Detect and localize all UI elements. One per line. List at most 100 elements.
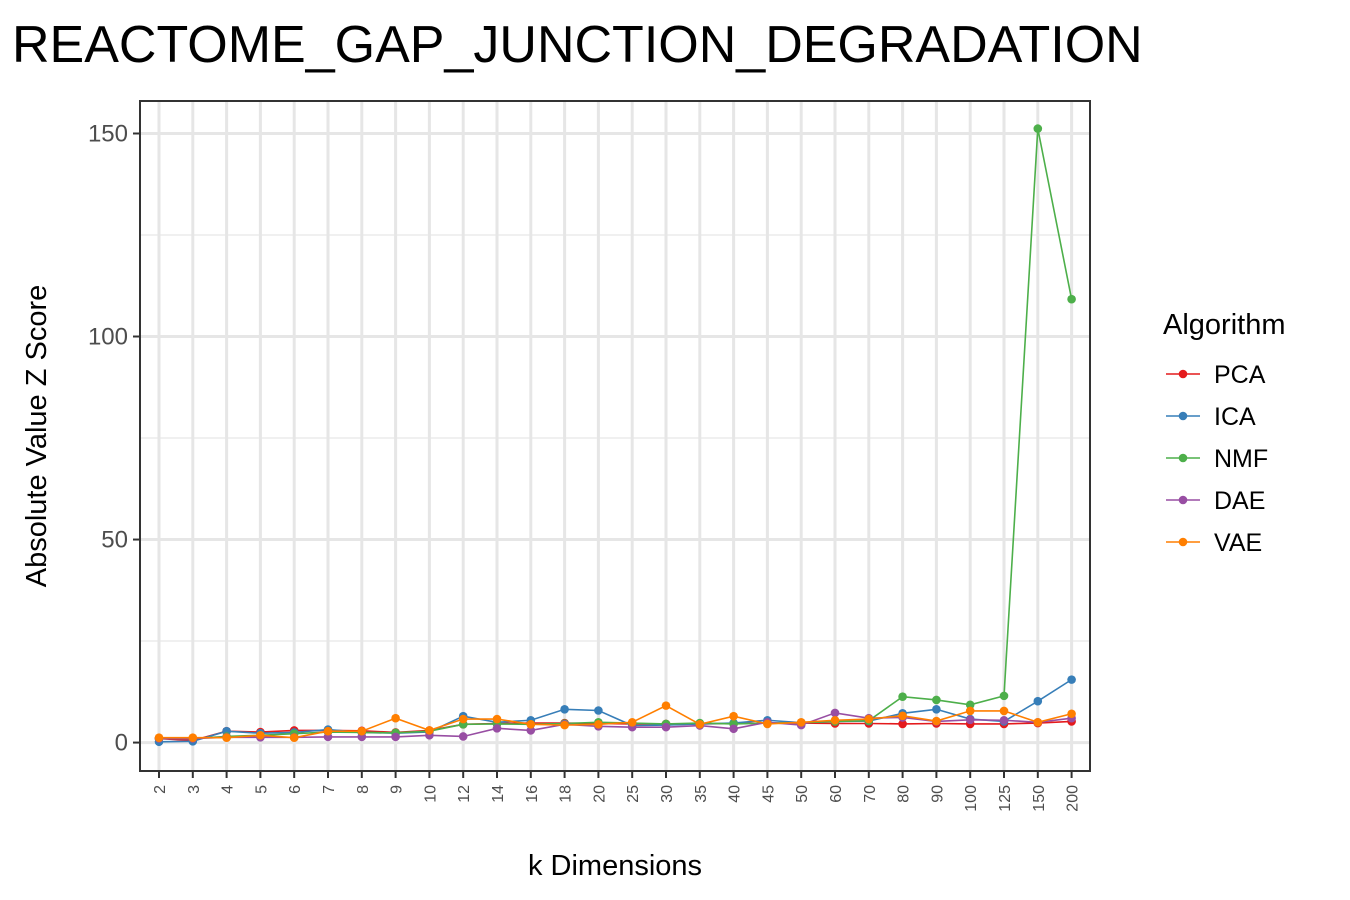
y-tick-label: 100: [88, 324, 128, 351]
legend-title: Algorithm: [1163, 309, 1286, 341]
x-tick-label: 150: [1031, 785, 1048, 812]
legend-key-point-vae: [1178, 537, 1188, 547]
x-tick-label: 2: [152, 785, 169, 794]
data-point-vae: [932, 716, 941, 726]
y-axis-title: Absolute Value Z Score: [21, 285, 53, 588]
data-point-vae: [729, 711, 738, 721]
legend-label-dae: DAE: [1214, 487, 1265, 515]
chart-title: REACTOME_GAP_JUNCTION_DEGRADATION: [12, 16, 1143, 74]
data-point-dae: [661, 722, 671, 732]
y-axis: 0 50 100 150: [88, 120, 140, 757]
data-point-ica: [560, 704, 569, 714]
data-point-nmf: [999, 691, 1009, 701]
x-tick-label: 6: [287, 785, 304, 794]
x-tick-label: 25: [625, 785, 642, 803]
legend-label-vae: VAE: [1214, 529, 1262, 557]
x-tick-label: 40: [727, 785, 744, 803]
data-point-dae: [965, 715, 975, 725]
data-point-vae: [526, 720, 536, 729]
data-point-vae: [830, 715, 840, 725]
data-point-vae: [492, 714, 502, 724]
data-point-ica: [932, 704, 941, 714]
legend: Algorithm PCA ICA NMF DAE VAE: [1163, 309, 1286, 557]
data-point-vae: [256, 730, 265, 740]
data-point-vae: [965, 706, 975, 716]
x-tick-label: 12: [456, 785, 473, 803]
data-point-vae: [458, 714, 468, 724]
data-point-vae: [222, 733, 231, 743]
legend-label-nmf: NMF: [1214, 445, 1268, 473]
x-tick-label: 10: [422, 785, 439, 803]
x-tick-label: 90: [929, 785, 946, 803]
data-point-vae: [323, 726, 333, 736]
data-point-vae: [796, 717, 806, 727]
data-point-vae: [661, 701, 671, 710]
data-point-vae: [695, 720, 705, 729]
data-point-nmf: [1067, 294, 1076, 304]
x-tick-label: 125: [997, 785, 1014, 812]
x-tick-label: 60: [828, 785, 845, 803]
data-point-vae: [154, 733, 164, 743]
x-tick-label: 5: [253, 785, 270, 794]
x-tick-label: 35: [693, 785, 710, 803]
data-point-vae: [594, 720, 603, 729]
data-point-dae: [492, 724, 502, 733]
x-tick-label: 18: [558, 785, 575, 803]
legend-label-pca: PCA: [1214, 361, 1266, 389]
legend-label-ica: ICA: [1214, 403, 1256, 431]
x-tick-label: 7: [321, 785, 338, 794]
y-tick-label: 50: [101, 527, 128, 554]
data-point-nmf: [1033, 124, 1043, 133]
x-tick-label: 9: [389, 785, 406, 794]
x-axis: 2 3 4 5 6 7 8 9 10 12 14 16 18 20 25 30 35 40 45 50 60 70 80 90…: [152, 771, 1082, 812]
x-tick-label: 30: [659, 785, 676, 803]
data-point-pca: [898, 719, 907, 729]
data-point-dae: [458, 732, 468, 741]
x-tick-label: 100: [963, 785, 980, 812]
x-tick-label: 200: [1065, 785, 1082, 812]
data-point-nmf: [898, 692, 907, 701]
data-point-nmf: [932, 695, 941, 705]
data-point-vae: [999, 706, 1009, 716]
y-tick-label: 0: [115, 730, 128, 757]
series-line-vae: [159, 704, 1072, 739]
data-point-vae: [864, 714, 874, 724]
data-point-vae: [188, 733, 198, 743]
data-point-vae: [357, 726, 367, 736]
x-tick-label: 80: [896, 785, 913, 803]
data-point-vae: [391, 713, 400, 723]
data-point-dae: [999, 715, 1009, 725]
data-point-vae: [289, 733, 299, 743]
data-point-dae: [830, 708, 840, 718]
data-point-dae: [526, 726, 536, 735]
x-tick-label: 50: [794, 785, 811, 803]
series-line-dae: [159, 712, 1072, 740]
series-layer: [154, 124, 1076, 747]
data-point-ica: [594, 706, 603, 715]
x-axis-title: k Dimensions: [528, 850, 702, 882]
minor-gridlines: [140, 234, 1090, 642]
data-point-vae: [898, 711, 907, 721]
data-point-nmf: [965, 700, 975, 710]
data-point-ica: [1033, 696, 1043, 706]
data-point-vae: [1033, 717, 1043, 727]
x-tick-label: 16: [524, 785, 541, 803]
data-point-vae: [425, 726, 434, 735]
x-tick-label: 4: [220, 785, 237, 794]
data-point-vae: [763, 719, 772, 729]
data-point-vae: [627, 717, 637, 727]
data-point-vae: [1067, 709, 1076, 719]
x-tick-label: 14: [490, 785, 507, 803]
y-tick-label: 150: [88, 120, 128, 147]
series-line-nmf: [159, 128, 1073, 740]
legend-key-point-nmf: [1178, 453, 1188, 463]
x-tick-label: 8: [355, 785, 372, 794]
legend-key-point-pca: [1178, 369, 1188, 379]
major-gridlines: [140, 101, 1090, 771]
legend-key-point-ica: [1178, 411, 1188, 421]
data-point-dae: [391, 732, 400, 742]
series-line-ica: [158, 678, 1073, 743]
x-tick-label: 70: [862, 785, 879, 803]
plot-panel-border: [139, 100, 1091, 772]
